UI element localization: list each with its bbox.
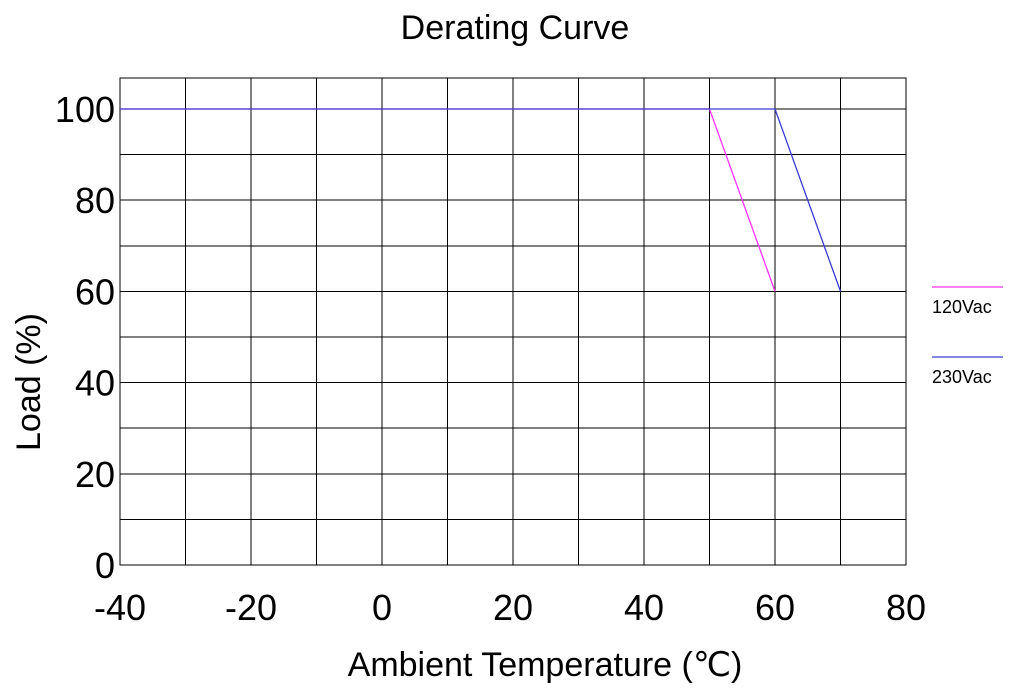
- x-tick-label: -20: [225, 587, 277, 628]
- y-axis-label: Load (%): [10, 313, 48, 451]
- y-tick-label: 20: [75, 454, 115, 495]
- chart-title: Derating Curve: [401, 9, 630, 47]
- plot-frame: [119, 77, 907, 566]
- x-tick-label: 20: [493, 587, 533, 628]
- x-tick-label: 0: [372, 587, 392, 628]
- legend-label: 120Vac: [932, 297, 992, 317]
- x-tick-label: 60: [755, 587, 795, 628]
- y-tick-label: 40: [75, 363, 115, 404]
- x-tick-label: 80: [886, 587, 926, 628]
- grid: [119, 78, 907, 566]
- y-tick-label: 80: [75, 180, 115, 221]
- x-axis-label: Ambient Temperature (℃): [348, 646, 743, 684]
- y-tick-label: 60: [75, 271, 115, 312]
- x-tick-label: 40: [624, 587, 664, 628]
- legend-label: 230Vac: [932, 367, 992, 387]
- series-line: [120, 108, 842, 292]
- y-tick-label: 100: [55, 89, 115, 130]
- x-tick-label: -40: [94, 587, 146, 628]
- y-tick-label: 0: [95, 545, 115, 586]
- series-lines: [120, 108, 842, 292]
- axis-ticks: -40 -20 0 20 40 60 80 0 20 40 60 80 100: [55, 89, 926, 628]
- legend: 120Vac 230Vac: [932, 286, 1003, 387]
